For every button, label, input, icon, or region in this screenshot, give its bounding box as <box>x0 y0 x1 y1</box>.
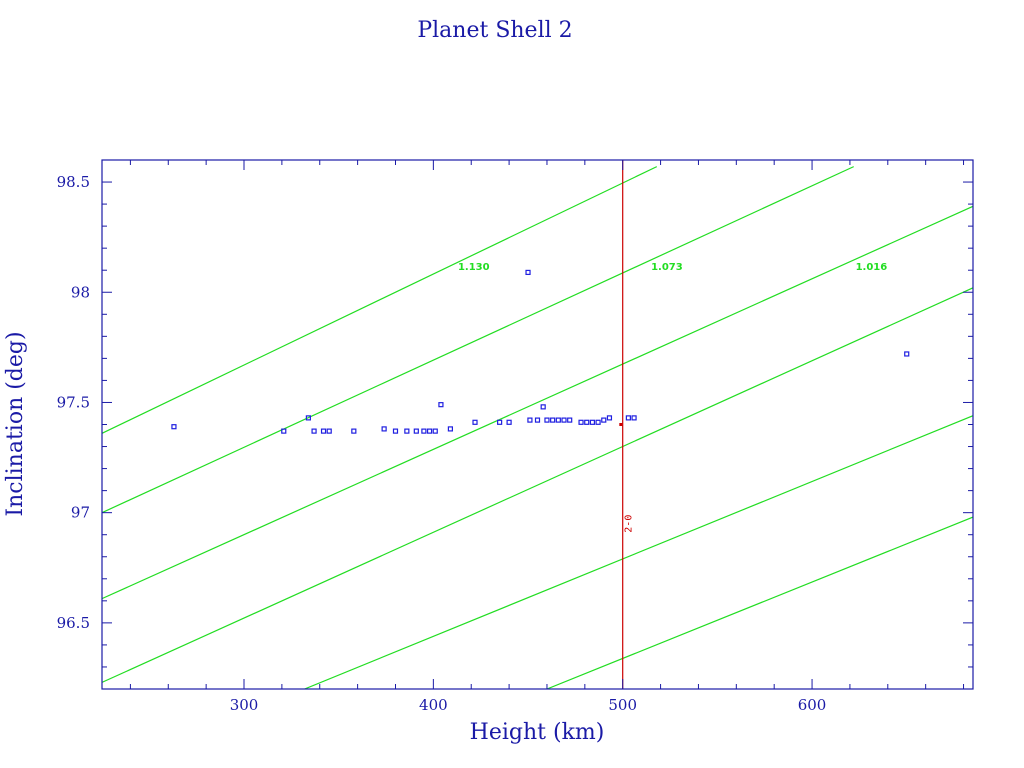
reference-layer: 2-0 <box>619 160 635 689</box>
data-point <box>320 428 327 434</box>
y-tick-label: 97 <box>71 504 90 522</box>
data-point <box>561 417 567 423</box>
data-point <box>625 415 631 421</box>
contour-line <box>102 166 854 514</box>
x-tick-label: 500 <box>608 696 637 714</box>
data-point <box>589 419 596 425</box>
data-point <box>506 419 512 425</box>
data-point <box>544 417 550 423</box>
contour-line <box>102 287 973 683</box>
plot-frame <box>101 159 974 690</box>
data-point <box>606 415 613 421</box>
data-point <box>404 428 410 434</box>
data-point <box>497 419 503 425</box>
y-tick-label: 96.5 <box>57 614 90 632</box>
chart-title: Planet Shell 2 <box>417 18 572 43</box>
data-point <box>426 428 433 434</box>
contour-line <box>304 415 973 689</box>
data-point <box>567 417 573 423</box>
data-point <box>351 428 357 434</box>
data-point <box>540 404 546 410</box>
reference-point <box>619 423 623 426</box>
y-tick-label: 97.5 <box>57 393 90 411</box>
contour-label: 1.073 <box>651 262 683 273</box>
data-point <box>171 424 177 430</box>
y-tick-label: 98 <box>71 283 90 301</box>
contour-label: 1.130 <box>458 262 490 273</box>
x-tick-label: 400 <box>419 696 448 714</box>
data-point <box>584 419 590 425</box>
reference-line-label: 2-0 <box>624 515 635 533</box>
contour-line <box>546 516 973 689</box>
data-point <box>392 428 399 434</box>
data-point <box>550 417 556 423</box>
contour-line <box>102 205 973 600</box>
data-point <box>578 419 584 425</box>
axis-layer: 300 400 500 600 96.5 97 97.5 98 98.5 <box>57 159 974 714</box>
contour-label: 1.016 <box>856 262 888 273</box>
y-tick-label: 98.5 <box>57 173 90 191</box>
data-point <box>631 415 637 421</box>
data-point <box>305 415 311 421</box>
data-point <box>326 428 332 434</box>
x-tick-label: 300 <box>230 696 259 714</box>
point-layer <box>171 269 910 434</box>
data-point <box>534 417 541 423</box>
data-point <box>525 269 531 276</box>
data-point <box>447 426 453 432</box>
data-point <box>421 428 427 434</box>
x-axis-label: Height (km) <box>470 720 605 745</box>
x-tick-label: 600 <box>798 696 827 714</box>
data-point <box>311 428 317 434</box>
data-point <box>904 351 910 357</box>
contour-line <box>102 166 658 434</box>
data-point <box>472 419 478 425</box>
data-point <box>413 428 419 434</box>
data-point <box>432 428 438 434</box>
y-axis-label: Inclination (deg) <box>3 331 28 516</box>
data-point <box>438 402 444 408</box>
data-point <box>601 417 607 423</box>
data-point <box>281 428 287 434</box>
data-point <box>595 419 601 425</box>
contour-layer: 1.130 1.073 1.016 <box>102 166 973 689</box>
data-point <box>555 417 561 423</box>
data-point <box>381 426 387 432</box>
data-point <box>527 417 533 423</box>
